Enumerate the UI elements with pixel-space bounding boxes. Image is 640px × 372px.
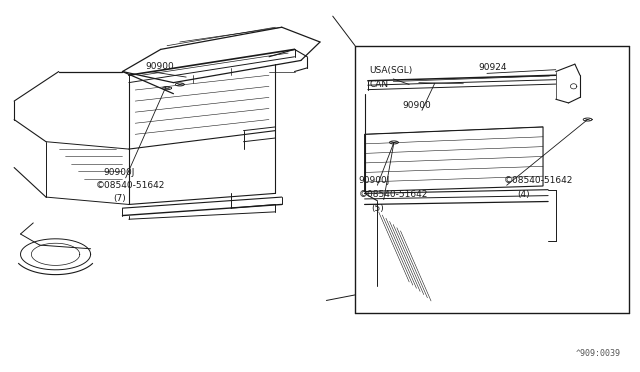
Text: ©08540-51642: ©08540-51642 [96, 181, 165, 190]
Text: 90900J: 90900J [103, 168, 134, 177]
Text: ^909:0039: ^909:0039 [576, 349, 621, 358]
Text: (5): (5) [371, 204, 384, 213]
Text: CAN: CAN [370, 80, 389, 89]
Text: (4): (4) [518, 190, 530, 199]
Text: (7): (7) [113, 193, 125, 203]
Text: 90900: 90900 [145, 62, 174, 71]
Text: 90924: 90924 [478, 63, 506, 72]
Text: 90900: 90900 [403, 101, 431, 110]
Text: 90900J: 90900J [358, 176, 390, 185]
Text: ©08540-51642: ©08540-51642 [359, 190, 428, 199]
Text: ©08540-51642: ©08540-51642 [504, 176, 573, 185]
Text: USA(SGL): USA(SGL) [370, 66, 413, 75]
